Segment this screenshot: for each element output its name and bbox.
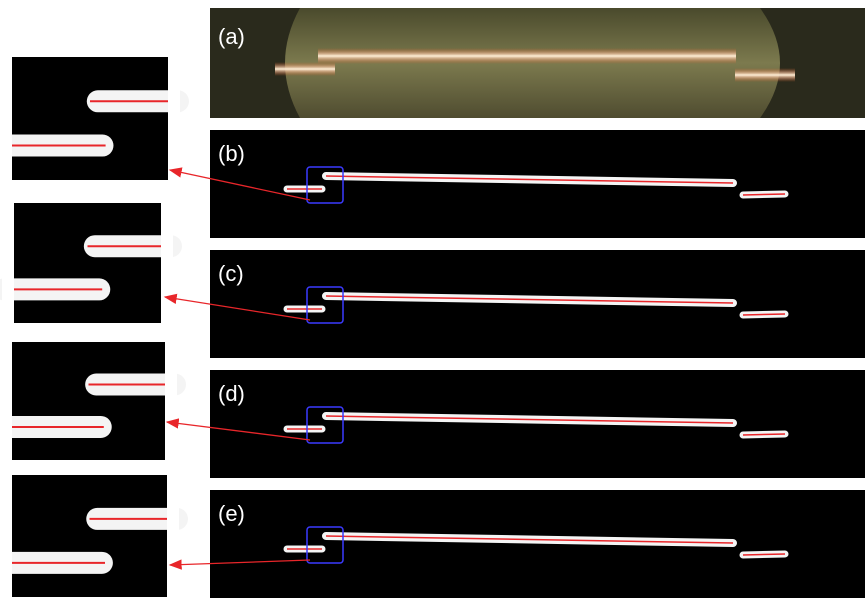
laser-line — [275, 62, 335, 76]
centerline — [743, 554, 785, 555]
panel: (d) — [210, 370, 865, 478]
crop — [0, 341, 12, 461]
centerline — [743, 434, 785, 435]
panel: (b) — [210, 130, 865, 238]
crop — [161, 202, 173, 324]
panel-label: (e) — [218, 501, 245, 526]
binary-image — [210, 130, 865, 238]
crop — [0, 474, 12, 598]
binary-image — [210, 370, 865, 478]
laser-line — [318, 48, 736, 64]
binary-image — [210, 490, 865, 598]
figure: (a) (b) (c) (d) (e) — [0, 0, 865, 599]
panel-label: (d) — [218, 381, 245, 406]
panel-a: (a) — [210, 8, 865, 118]
panel-label: (a) — [218, 24, 245, 49]
laser-line — [735, 68, 795, 82]
panel: (c) — [210, 250, 865, 358]
crop — [0, 56, 12, 181]
inset — [0, 56, 180, 181]
inset-image — [14, 203, 161, 323]
crop — [168, 56, 180, 181]
inset-image — [12, 57, 168, 180]
crop — [2, 202, 14, 324]
inset-image — [12, 342, 165, 460]
panel-label: (b) — [218, 141, 245, 166]
panel-label: (c) — [218, 261, 244, 286]
inset — [2, 202, 173, 324]
centerline — [743, 314, 785, 315]
panel: (e) — [210, 490, 865, 598]
centerline — [743, 194, 785, 195]
crop — [165, 341, 177, 461]
inset-image — [12, 475, 167, 597]
inset — [0, 341, 177, 461]
binary-image — [210, 250, 865, 358]
inset — [0, 474, 179, 598]
crop — [167, 474, 179, 598]
